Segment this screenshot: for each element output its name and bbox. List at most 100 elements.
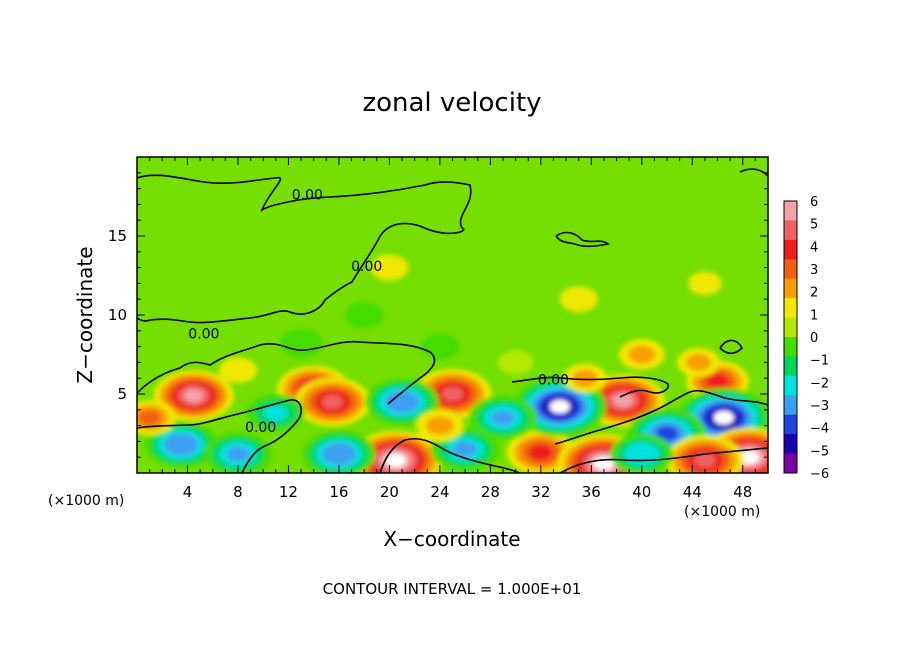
heatmap-blob-22: [279, 328, 323, 358]
heatmap-blob-32: [137, 400, 177, 436]
x-tick-label-4: 20: [380, 483, 399, 501]
colorbar-swatch-9: [784, 375, 797, 396]
heatmap-blob-20: [665, 435, 744, 473]
colorbar-label-7: −1: [810, 354, 829, 369]
contour-label-4: 0.00: [538, 373, 569, 389]
x-tick-label-1: 8: [233, 483, 243, 501]
contour-line-upper-right: [739, 168, 768, 177]
contour-line-lower-right: [559, 447, 768, 473]
x-tick-label-8: 36: [582, 483, 601, 501]
heatmap-field: 0.00 0.00 0.00 0.00 0.00: [137, 157, 768, 473]
contour-label-2: 0.00: [188, 327, 219, 343]
y-tick-label-1: 10: [108, 306, 127, 324]
heatmap-blob-2-level-4: [321, 394, 344, 410]
heatmap-blob-8: [365, 378, 439, 426]
heatmap-blob-33: [415, 409, 464, 442]
colorbar-swatch-5: [784, 298, 797, 319]
colorbar-swatch-6: [784, 317, 797, 338]
heatmap-blob-27-level-0: [497, 350, 534, 375]
y-tick-label-0: 5: [117, 385, 127, 403]
heatmap-blob-8-level-4: [391, 394, 413, 409]
heatmap-blob-33-level-1: [425, 416, 454, 436]
heatmap-blob-31: [218, 357, 257, 384]
x-tick-label-2: 12: [279, 483, 298, 501]
heatmap-blob-7-level-3: [529, 444, 553, 461]
x-tick-label-3: 16: [329, 483, 348, 501]
heatmap-blob-12: [302, 430, 376, 473]
colorbar: 6 5 4 3 2 1 0 −1 −2 −3 −4 −5 −6: [783, 195, 829, 482]
heatmap-blob-24: [618, 339, 665, 370]
y-axis-label: Z−coordinate: [73, 246, 97, 383]
x-tick-label-9: 40: [632, 483, 651, 501]
x-tick-label-7: 32: [531, 483, 550, 501]
colorbar-label-10: −4: [810, 422, 829, 437]
heatmap-blob-5-level-3: [706, 373, 729, 389]
contour-line-right-band-2: [554, 389, 768, 445]
colorbar-swatch-13: [784, 453, 797, 474]
contour-label-1: 0.00: [351, 259, 382, 275]
colorbar-swatch-7: [784, 337, 797, 357]
colorbar-swatch-10: [784, 395, 797, 416]
heatmap-blob-20-level-4: [693, 452, 716, 468]
x-tick-label-10: 44: [683, 483, 702, 501]
contour-line-mid-left: [137, 340, 436, 405]
heatmap-blob-34: [563, 363, 607, 393]
x-tick-label-11: 48: [733, 483, 752, 501]
colorbar-label-2: 4: [810, 240, 818, 255]
colorbar-swatch-1: [784, 220, 797, 241]
heatmap-blob-28: [370, 254, 409, 281]
heatmap-blob-4-level-5: [612, 393, 634, 408]
contour-line-right-small: [719, 339, 743, 355]
colorbar-swatch-0: [784, 201, 797, 221]
colorbar-label-9: −3: [810, 399, 829, 414]
colorbar-labels: 6 5 4 3 2 1 0 −1 −2 −3 −4 −5 −6: [810, 195, 829, 482]
contour-label-3: 0.00: [245, 420, 276, 436]
heatmap-blob-23-level-0: [345, 302, 384, 328]
contour-line-center: [379, 437, 521, 473]
heatmap-blob-29-level-0: [559, 286, 598, 313]
contour-line-lower-left: [137, 399, 302, 473]
colorbar-label-5: 1: [810, 308, 818, 323]
heatmap-blob-0-level-5: [183, 388, 204, 403]
heatmap-blob-26: [420, 333, 459, 360]
heatmap-blob-21-level-3: [630, 446, 653, 462]
heatmap-blob-17-level-6: [713, 410, 734, 425]
heatmap-blob-6: [349, 430, 443, 473]
x-axis-ticks: 4 8 12 16 20 24 28 32 36 40 44 48: [149, 157, 756, 501]
heatmap-blob-25: [677, 347, 721, 377]
contour-line-top: [137, 174, 472, 324]
x-tick-label-0: 4: [183, 483, 193, 501]
heatmap-blob-15-level-3: [491, 409, 515, 426]
y-tick-label-2: 15: [108, 227, 127, 245]
y-axis-ticks: 5 10 15: [108, 172, 768, 458]
heatmap-blob-6-level-6: [385, 453, 406, 468]
x-unit-right: (×1000 m): [684, 504, 760, 520]
zero-contours: [137, 168, 768, 473]
heatmap-blob-31-level-0: [218, 357, 257, 384]
heatmap-blob-25-level-1: [685, 353, 712, 372]
heatmap-blob-7: [506, 430, 575, 473]
heatmap-blob-0: [153, 369, 234, 422]
colorbar-label-3: 3: [810, 263, 818, 278]
colorbar-label-6: 0: [810, 331, 818, 346]
colorbar-frame: [783, 200, 798, 474]
contour-line-right-band: [511, 376, 670, 398]
colorbar-swatches: [784, 201, 797, 474]
heatmap-blob-10-level-4: [170, 437, 192, 452]
contour-interval-note: CONTOUR INTERVAL = 1.000E+01: [323, 580, 582, 598]
heatmap-blob-29: [559, 286, 598, 313]
heatmap-features: [137, 254, 768, 473]
chart-title: zonal velocity: [362, 88, 541, 118]
heatmap-blob-23: [345, 302, 384, 328]
colorbar-label-4: 2: [810, 286, 818, 301]
colorbar-swatch-3: [784, 259, 797, 280]
colorbar-label-1: 5: [810, 218, 818, 233]
colorbar-swatch-11: [784, 414, 797, 435]
heatmap-blob-28-level-0: [370, 254, 409, 281]
x-tick-label-6: 28: [481, 483, 500, 501]
heatmap-blob-34-level-1: [572, 369, 598, 387]
colorbar-label-8: −2: [810, 376, 829, 391]
heatmap-blob-24-level-1: [628, 345, 656, 364]
heatmap-blob-26-level-0: [420, 333, 459, 360]
